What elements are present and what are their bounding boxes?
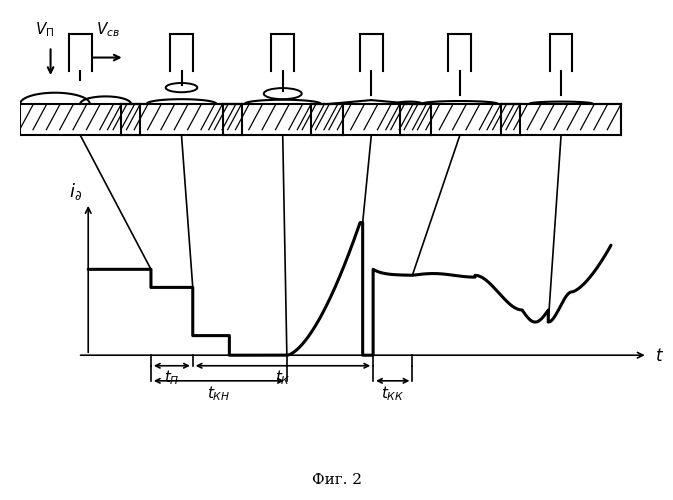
Text: $V_{\Pi}$: $V_{\Pi}$	[34, 20, 54, 39]
Circle shape	[166, 83, 197, 92]
Text: $i_{\partial}$: $i_{\partial}$	[69, 181, 81, 202]
Text: $t_{КН}$: $t_{КН}$	[207, 384, 231, 402]
Text: $t_{КК}$: $t_{КК}$	[381, 384, 404, 402]
Text: $V_{св}$: $V_{св}$	[96, 20, 120, 39]
Text: $t_{П}$: $t_{П}$	[164, 369, 180, 388]
Circle shape	[264, 88, 302, 99]
Text: Фиг. 2: Фиг. 2	[312, 474, 361, 488]
Text: $t_{К}$: $t_{К}$	[275, 369, 291, 388]
Text: $t$: $t$	[656, 348, 664, 365]
